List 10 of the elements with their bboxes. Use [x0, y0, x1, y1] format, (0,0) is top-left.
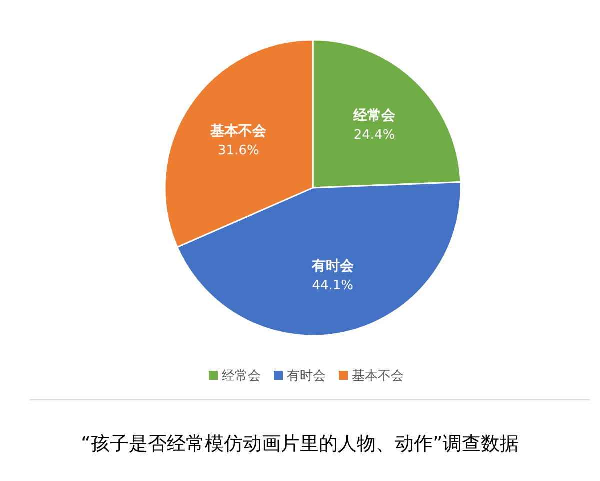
legend-label: 基本不会: [352, 369, 404, 384]
slice-label: 基本不会: [210, 123, 268, 140]
slice-label: 有时会: [310, 258, 355, 275]
data-label: 44.1%: [312, 278, 354, 294]
slice-label: 经常会: [352, 108, 397, 124]
text: “孩子是否经常模仿动画片里的人物、动作”调查数据: [81, 433, 519, 455]
legend-label: 经常会: [222, 369, 261, 384]
legend-label: 有时会: [287, 369, 326, 384]
data-label: 24.4%: [354, 128, 396, 143]
data-label: 31.6%: [218, 143, 260, 158]
